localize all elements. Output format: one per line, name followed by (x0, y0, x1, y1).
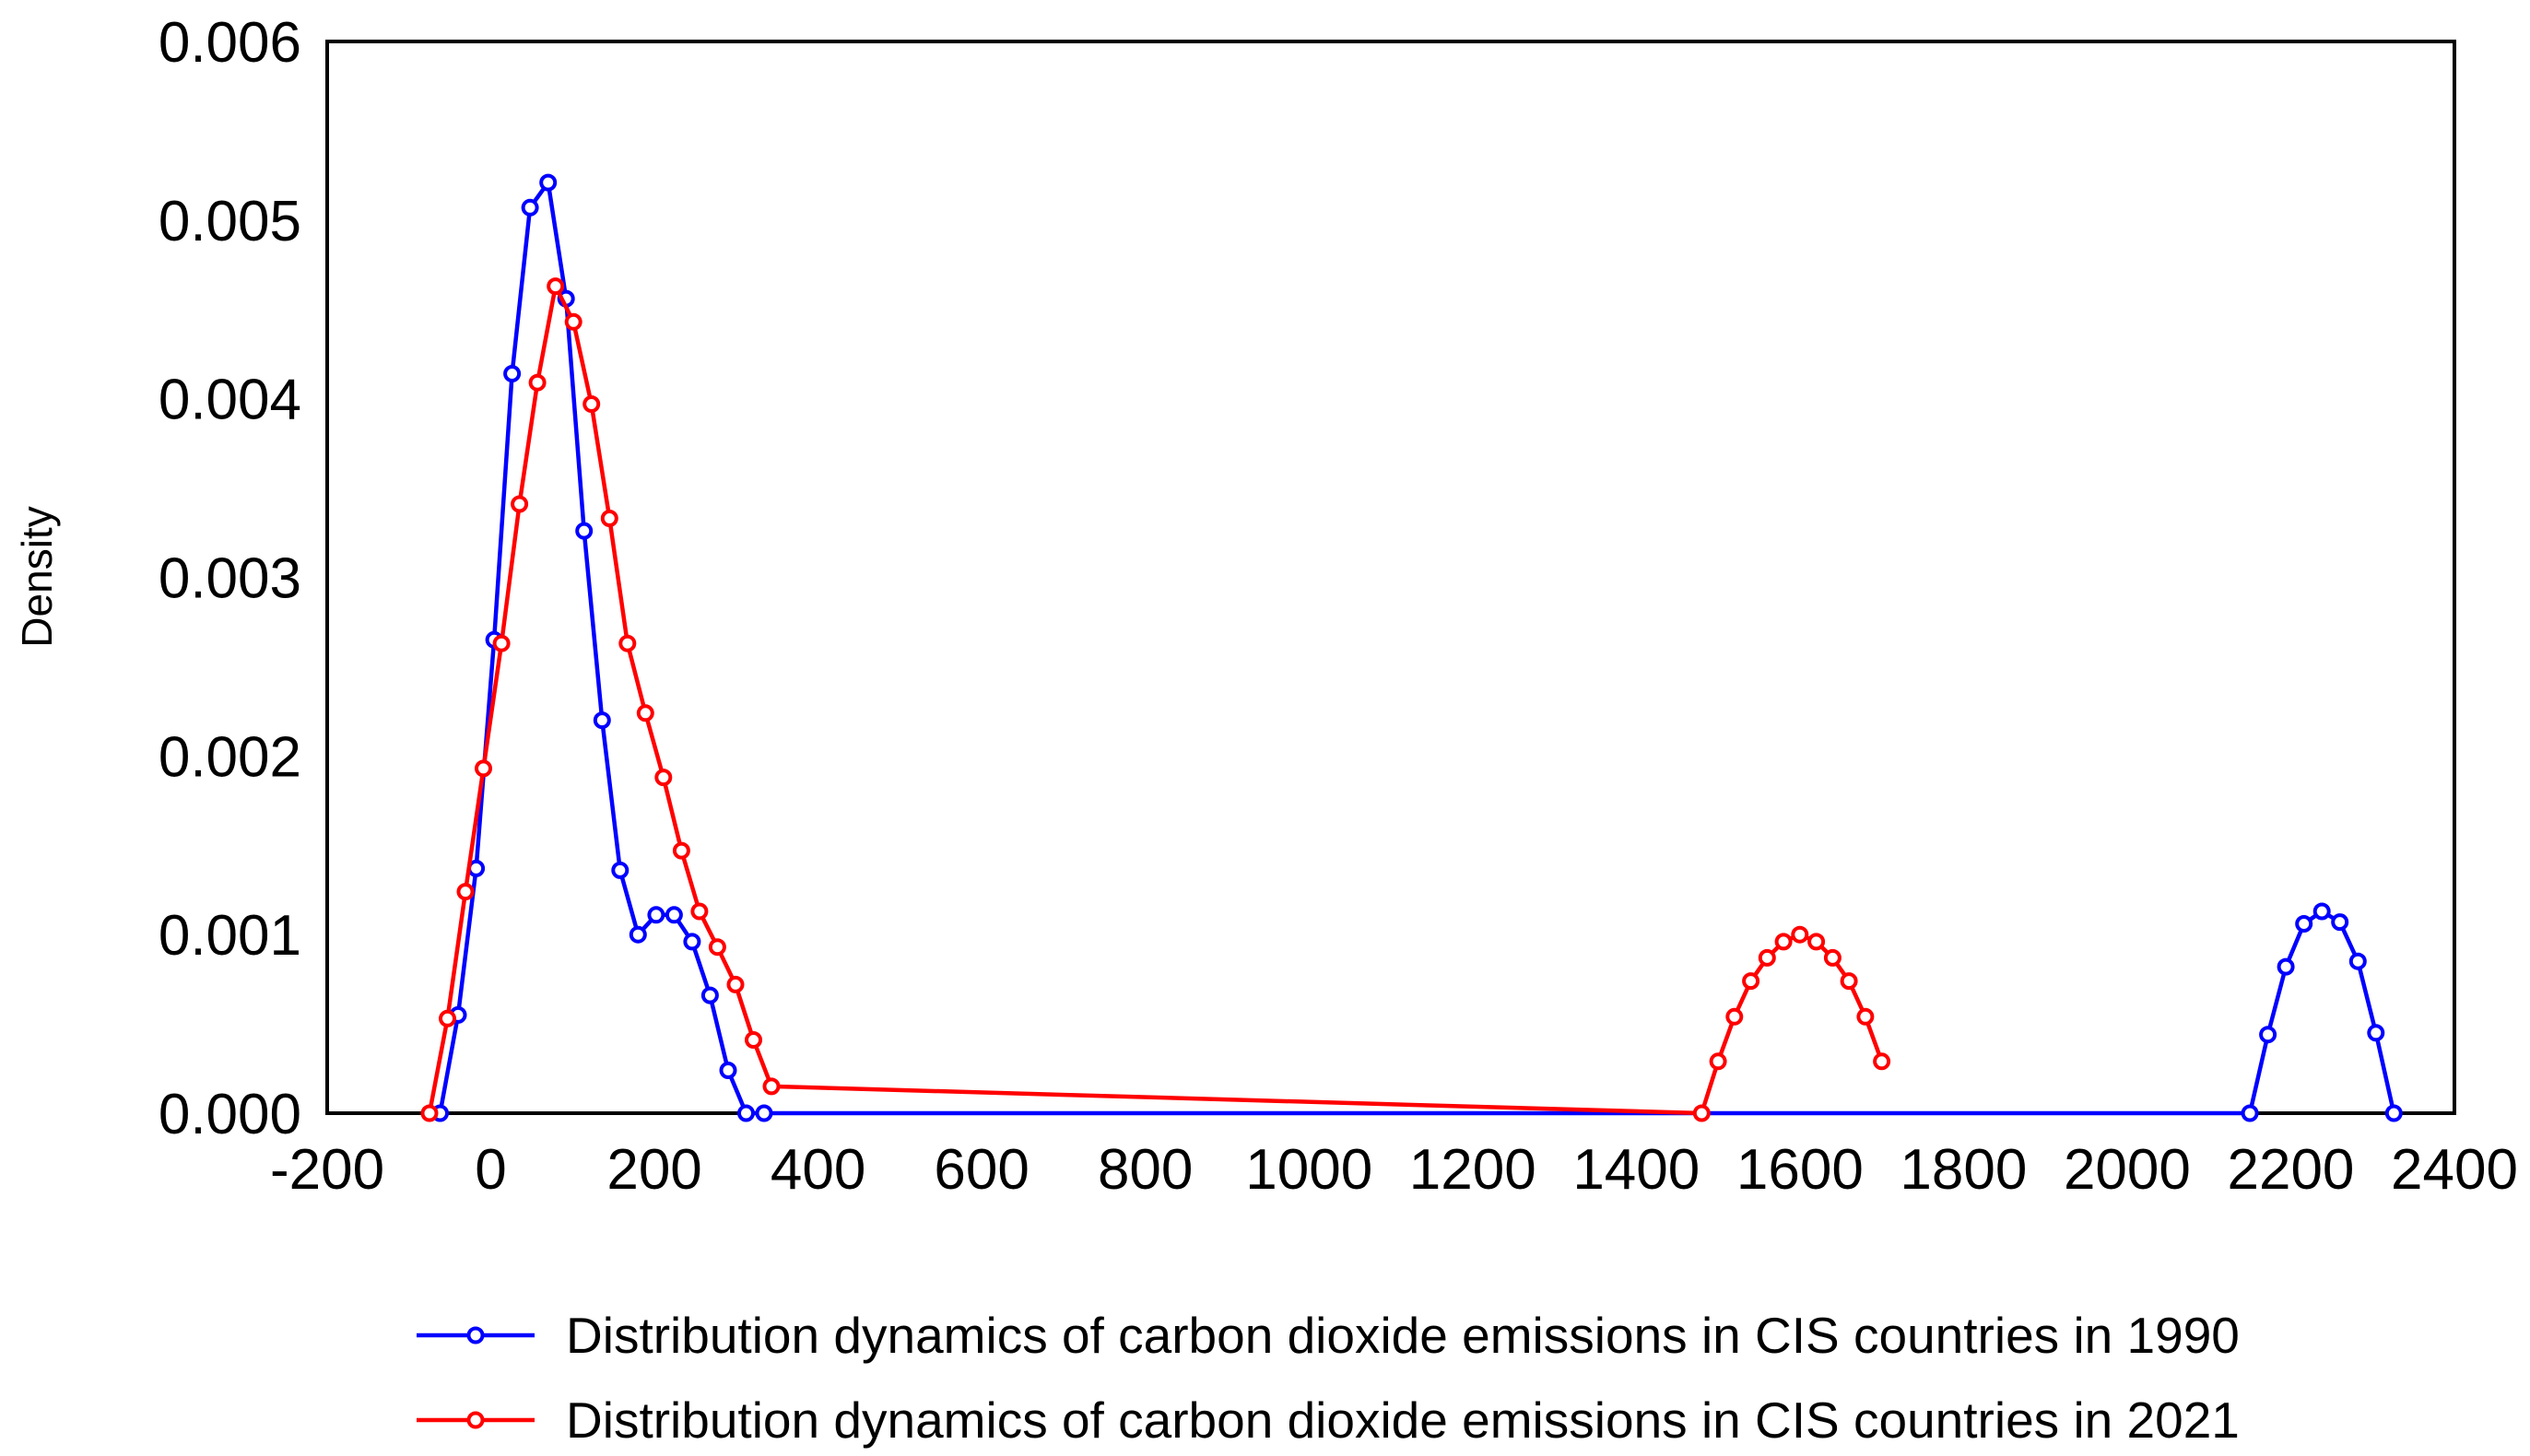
y-axis-title: Density (13, 506, 61, 647)
data-point (575, 522, 594, 540)
data-point (755, 1104, 773, 1122)
data-point (600, 510, 618, 527)
data-point (539, 173, 558, 192)
data-point (1758, 948, 1776, 967)
data-point (1725, 1007, 1744, 1026)
data-point (521, 198, 539, 217)
x-tick-label: 1000 (1245, 1138, 1372, 1202)
data-point (420, 1104, 439, 1122)
data-point (1856, 1007, 1875, 1026)
y-tick-label: 0.004 (159, 369, 301, 432)
x-tick-label: 2400 (2391, 1138, 2518, 1202)
data-point (1692, 1104, 1711, 1122)
data-point (719, 1062, 737, 1079)
data-point (564, 312, 582, 331)
data-point (2277, 957, 2295, 976)
legend-label: Distribution dynamics of carbon dioxide … (566, 1307, 2240, 1364)
data-point (618, 634, 637, 652)
data-point (475, 759, 492, 778)
data-point (1807, 933, 1826, 951)
data-point (745, 1031, 762, 1049)
data-point (654, 769, 673, 787)
data-point (737, 1104, 755, 1122)
legend-marker (466, 1326, 485, 1344)
data-point (2331, 913, 2349, 932)
data-point (456, 883, 475, 901)
x-tick-label: 2200 (2227, 1138, 2354, 1202)
data-point (665, 906, 683, 924)
data-point (582, 395, 601, 413)
legend-marker (466, 1411, 485, 1429)
data-point (1774, 933, 1793, 951)
x-tick-label: 0 (475, 1138, 506, 1202)
legend-item-1: Distribution dynamics of carbon dioxide … (417, 1307, 2240, 1364)
data-point (1709, 1052, 1727, 1071)
x-axis-ticks: -200 0 200 400 600 800 1000 1200 1400 1600 1800 200… (270, 1138, 2518, 1202)
data-point (690, 902, 709, 921)
data-point (708, 938, 726, 957)
x-tick-label: 1600 (1736, 1138, 1864, 1202)
y-tick-label: 0.000 (159, 1083, 301, 1146)
x-tick-label: -200 (270, 1138, 384, 1202)
legend-item-2: Distribution dynamics of carbon dioxide … (417, 1391, 2240, 1449)
data-point (511, 495, 529, 513)
y-tick-label: 0.003 (159, 547, 301, 611)
data-point (762, 1077, 781, 1096)
data-point (1742, 972, 1760, 991)
data-point (2241, 1104, 2259, 1122)
data-point (547, 277, 565, 296)
series-line (427, 284, 1884, 1116)
x-tick-label: 1400 (1572, 1138, 1700, 1202)
data-point (2367, 1024, 2385, 1042)
data-point (647, 906, 665, 924)
data-point (2259, 1026, 2277, 1044)
series-line (438, 180, 2396, 1116)
data-point (1791, 925, 1809, 944)
data-point (2312, 902, 2331, 921)
x-tick-label: 800 (1098, 1138, 1193, 1202)
x-tick-label: 600 (934, 1138, 1029, 1202)
data-point (2384, 1104, 2403, 1122)
y-tick-label: 0.001 (159, 904, 301, 968)
data-point (492, 634, 511, 652)
data-point (636, 704, 654, 722)
series-2 (420, 277, 1891, 1122)
data-point (726, 975, 745, 993)
data-point (439, 1009, 456, 1027)
y-axis-ticks: 0.000 0.001 0.002 0.003 0.004 0.005 0.006 (159, 11, 301, 1146)
x-tick-label: 200 (606, 1138, 701, 1202)
y-tick-label: 0.006 (159, 11, 301, 75)
x-tick-label: 400 (771, 1138, 865, 1202)
data-point (2348, 952, 2367, 970)
data-point (672, 841, 690, 860)
legend-label: Distribution dynamics of carbon dioxide … (566, 1391, 2240, 1449)
y-tick-label: 0.002 (159, 725, 301, 789)
data-point (629, 925, 647, 944)
data-point (611, 861, 630, 879)
data-point (683, 933, 701, 951)
data-point (2295, 915, 2313, 933)
data-point (1873, 1052, 1891, 1071)
data-point (700, 986, 719, 1004)
x-tick-label: 2000 (2064, 1138, 2191, 1202)
legend: Distribution dynamics of carbon dioxide … (417, 1307, 2240, 1449)
plot-area (325, 40, 2456, 1115)
data-point (593, 711, 611, 730)
data-point (503, 365, 522, 382)
x-tick-label: 1800 (1900, 1138, 2027, 1202)
series-layer (420, 173, 2403, 1122)
data-point (528, 373, 547, 392)
y-tick-label: 0.005 (159, 190, 301, 253)
data-point (1823, 948, 1842, 967)
x-tick-label: 1200 (1409, 1138, 1536, 1202)
data-point (1840, 972, 1858, 991)
series-1 (431, 173, 2403, 1122)
